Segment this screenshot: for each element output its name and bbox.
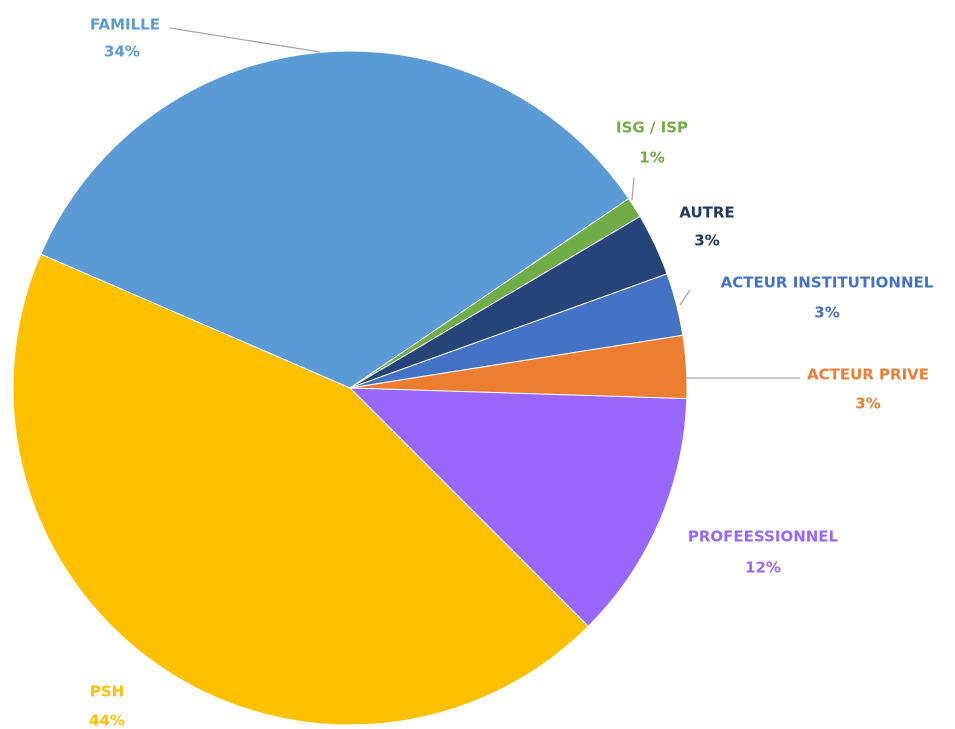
pie-slice (12, 253, 590, 726)
slice-label: PSH (90, 683, 124, 701)
slice-label: PROFEESSIONNEL (688, 528, 839, 546)
slice-label: ACTEUR INSTITUTIONNEL (721, 274, 934, 292)
leader-line (631, 177, 635, 201)
pie-slice (348, 387, 688, 628)
leader-line (679, 289, 691, 306)
slice-value: 3% (855, 395, 880, 413)
pie-slice (40, 50, 630, 389)
slice-label: ACTEUR PRIVE (807, 366, 929, 384)
slice-value: 44% (89, 712, 125, 729)
slice-label: ISG / ISP (616, 119, 688, 137)
slice-value: 3% (694, 232, 719, 250)
slice-value: 1% (639, 149, 664, 167)
slice-value: 34% (104, 43, 140, 61)
slice-value: 3% (814, 304, 839, 322)
slice-label: FAMILLE (90, 16, 160, 34)
slice-value: 12% (745, 559, 781, 577)
leader-line (169, 27, 321, 53)
slice-label: AUTRE (679, 204, 734, 222)
